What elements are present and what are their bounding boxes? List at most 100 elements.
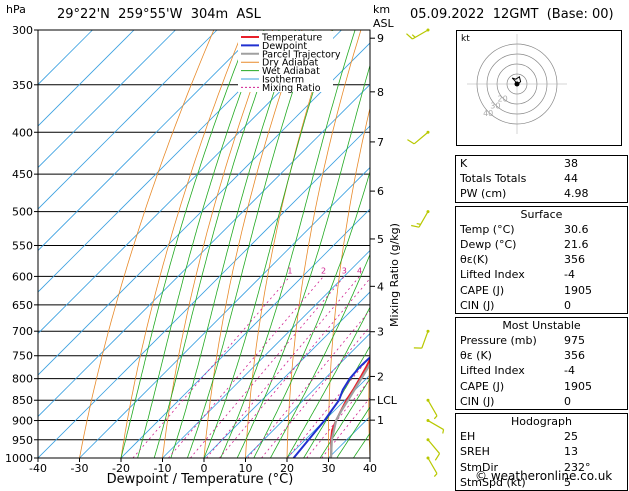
- mixing-ratio-line: [307, 276, 454, 458]
- mixing-ratio-label: 1: [287, 266, 292, 275]
- isotherm-line: [80, 30, 508, 458]
- km-tick-label: 4: [377, 280, 384, 293]
- wet-adiabat-line: [154, 30, 279, 458]
- wind-barb: [427, 399, 438, 419]
- wind-barb-flag: [411, 226, 419, 228]
- stat-label: CIN (J): [460, 298, 494, 313]
- stat-row: CAPE (J) 1905: [456, 379, 627, 394]
- x-tick-label: 40: [363, 462, 377, 475]
- stat-label: EH: [460, 429, 475, 444]
- stat-row: Dewp (°C) 21.6: [456, 237, 627, 252]
- km-tick-label: 7: [377, 136, 384, 149]
- y-tick-label: 300: [12, 24, 33, 37]
- wind-barb-staff: [422, 331, 428, 348]
- wind-barb: [406, 29, 429, 40]
- wind-barb-staff: [428, 421, 444, 430]
- y-tick-label: 550: [12, 239, 33, 252]
- stat-label: θε (K): [460, 348, 492, 363]
- stat-label: CAPE (J): [460, 379, 504, 394]
- stat-value: 25: [564, 429, 622, 444]
- mixing-ratio-axis-label: Mixing Ratio (g/kg): [388, 223, 401, 327]
- stat-row: CIN (J) 0: [456, 298, 627, 313]
- wet-adiabat-line: [138, 30, 265, 458]
- dry-adiabat-line: [121, 30, 243, 458]
- wind-barb-dot: [427, 438, 430, 441]
- stat-row: CIN (J) 0: [456, 394, 627, 409]
- wind-barb-dot: [427, 210, 430, 213]
- wind-barb-flag: [434, 474, 437, 477]
- wind-barb: [407, 131, 429, 144]
- stat-value: 356: [564, 348, 622, 363]
- stat-value: 21.6: [564, 237, 622, 252]
- stat-label: Temp (°C): [460, 222, 515, 237]
- y-tick-label: 500: [12, 206, 33, 219]
- x-tick-label: -40: [29, 462, 47, 475]
- mixing-ratio-line: [248, 276, 399, 458]
- wind-barb: [414, 330, 430, 348]
- y-tick-label: 750: [12, 350, 33, 363]
- y-tick-label: 600: [12, 270, 33, 283]
- isotherm-line: [38, 30, 466, 458]
- mixing-ratio-label: 2: [321, 266, 326, 275]
- stat-label: Lifted Index: [460, 363, 525, 378]
- most-unstable-title: Most Unstable: [456, 318, 627, 333]
- stat-label: PW (cm): [460, 186, 506, 201]
- stat-row: CAPE (J)1905: [456, 283, 627, 298]
- stat-row: θε(K)356: [456, 252, 627, 267]
- km-tick-label: 5: [377, 233, 384, 246]
- mixing-ratio-line: [168, 276, 323, 458]
- stat-row: K 38: [456, 156, 627, 171]
- hodograph-kt-label: kt: [461, 34, 470, 44]
- stat-row: Pressure (mb)975: [456, 333, 627, 348]
- stat-label: Dewp (°C): [460, 237, 516, 252]
- wind-barb-flag: [443, 430, 444, 434]
- legend-entry: Mixing Ratio: [262, 83, 321, 94]
- stat-label: Lifted Index: [460, 267, 525, 282]
- stat-value: 38: [564, 156, 622, 171]
- mixing-ratio-label: 3: [342, 266, 347, 275]
- stat-label: CAPE (J): [460, 283, 504, 298]
- stat-row: Lifted Index-4: [456, 363, 627, 378]
- wind-barb-flag: [435, 454, 439, 461]
- dry-adiabat-line: [80, 30, 214, 458]
- surface-title: Surface: [456, 207, 627, 222]
- stat-value: 0: [564, 394, 622, 409]
- stat-label: SREH: [460, 444, 490, 459]
- wind-barb-flag: [407, 140, 414, 144]
- y-tick-label: 850: [12, 394, 33, 407]
- wind-barb-staff: [428, 440, 440, 454]
- stat-value: 0: [564, 298, 622, 313]
- y-tick-label: 800: [12, 373, 33, 386]
- km-tick-label: LCL: [377, 394, 398, 407]
- y-tick-label: 400: [12, 126, 33, 139]
- wind-barb-flag: [406, 34, 412, 39]
- stat-value: 1905: [564, 379, 622, 394]
- stat-label: K: [460, 156, 467, 171]
- dry-adiabat-line: [408, 30, 449, 458]
- stat-value: 30.6: [564, 222, 622, 237]
- isotherm-line: [0, 30, 259, 458]
- mixing-ratio-label: 10: [406, 266, 416, 275]
- wind-barb-dot: [427, 419, 430, 422]
- hodograph-origin: [515, 82, 520, 87]
- km-tick-label: 1: [377, 414, 384, 427]
- stat-label: Pressure (mb): [460, 333, 537, 348]
- stat-value: -4: [564, 267, 622, 282]
- x-tick-label: 30: [322, 462, 336, 475]
- stat-label: CIN (J): [460, 394, 494, 409]
- wind-barb-dot: [427, 131, 430, 134]
- y-tick-label: 650: [12, 299, 33, 312]
- wind-barb-staff: [428, 400, 437, 416]
- mixing-ratio-line: [288, 276, 436, 458]
- km-tick-label: 9: [377, 32, 384, 45]
- km-tick-label: 3: [377, 326, 384, 339]
- y-tick-label: 950: [12, 434, 33, 447]
- km-tick-label: 8: [377, 86, 384, 99]
